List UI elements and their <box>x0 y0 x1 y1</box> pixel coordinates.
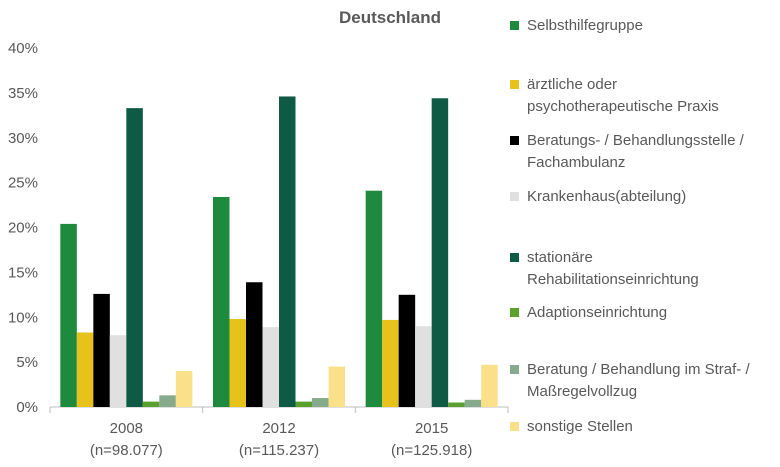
x-category-sublabel: (n=115.237) <box>239 442 319 459</box>
y-tick-label: 30% <box>8 130 38 147</box>
bar-8-2008 <box>175 371 193 407</box>
x-category-label: 2012 <box>262 420 295 437</box>
bar-4-2012 <box>262 327 279 407</box>
bar-5-2008 <box>126 108 143 407</box>
bar-1-2008 <box>60 223 77 407</box>
bar-8-2012 <box>328 366 345 407</box>
bar-4-2008 <box>109 335 127 407</box>
bar-5-2012 <box>279 96 296 407</box>
y-tick-label: 10% <box>8 309 38 326</box>
legend-swatch <box>510 192 519 201</box>
y-tick-label: 0% <box>16 399 38 416</box>
bar-7-2008 <box>159 395 176 407</box>
legend-item: Adaptionseinrichtung <box>510 302 780 324</box>
bar-3-2015 <box>398 294 416 407</box>
chart-title: Deutschland <box>338 8 442 27</box>
legend-label: Krankenhaus(abteilung) <box>527 188 687 205</box>
bar-4-2015 <box>415 326 432 407</box>
bar-1-2015 <box>365 190 383 407</box>
y-tick-label: 20% <box>8 220 38 237</box>
bar-6-2015 <box>448 402 465 407</box>
legend-swatch <box>510 80 519 89</box>
y-tick-label: 40% <box>8 40 38 57</box>
legend-item: ärztliche oder psychotherapeutische Prax… <box>510 74 780 118</box>
x-category-sublabel: (n=125.918) <box>391 442 472 459</box>
legend-label: Adaptionseinrichtung <box>527 304 668 321</box>
legend-label: stationäre Rehabilitationseinrichtung <box>527 249 699 288</box>
y-tick-label: 25% <box>8 175 38 192</box>
legend-label: Beratung / Behandlung im Straf- / Maßreg… <box>527 361 750 400</box>
bar-1-2012 <box>213 196 230 407</box>
bar-6-2012 <box>295 401 312 407</box>
bar-2-2012 <box>229 319 246 407</box>
legend-swatch <box>510 21 519 30</box>
legend-swatch <box>510 136 519 145</box>
y-tick-label: 15% <box>8 264 38 281</box>
legend-label: Selbsthilfegruppe <box>527 17 643 34</box>
bar-7-2015 <box>464 399 482 407</box>
legend-item: Beratungs- / Behandlungsstelle / Fachamb… <box>510 130 780 174</box>
legend-item: Beratung / Behandlung im Straf- / Maßreg… <box>510 359 780 403</box>
legend-label: ärztliche oder psychotherapeutische Prax… <box>527 76 719 115</box>
legend-item: sonstige Stellen <box>510 416 780 438</box>
x-category-label: 2008 <box>110 420 143 437</box>
legend-swatch <box>510 365 519 374</box>
bar-2-2015 <box>382 319 399 407</box>
bar-5-2015 <box>431 98 449 407</box>
y-tick-label: 5% <box>16 354 38 371</box>
legend-swatch <box>510 308 519 317</box>
bar-8-2015 <box>481 364 498 407</box>
legend-swatch <box>510 422 519 431</box>
bar-3-2008 <box>93 293 110 407</box>
legend-swatch <box>510 253 519 262</box>
y-tick-label: 35% <box>8 85 38 102</box>
legend: Selbsthilfegruppe ärztliche oder psychoth… <box>510 0 780 467</box>
x-category-sublabel: (n=98.077) <box>90 442 163 459</box>
bar-3-2012 <box>246 282 263 407</box>
legend-label: Beratungs- / Behandlungsstelle / Fachamb… <box>527 132 744 171</box>
bar-7-2012 <box>312 398 329 407</box>
legend-item: Krankenhaus(abteilung) <box>510 186 780 208</box>
legend-item: Selbsthilfegruppe <box>510 15 780 37</box>
legend-label: sonstige Stellen <box>527 418 633 435</box>
x-category-label: 2015 <box>415 420 448 437</box>
bar-2-2008 <box>76 332 94 407</box>
legend-item: stationäre Rehabilitationseinrichtung <box>510 247 780 291</box>
bar-6-2008 <box>142 401 160 407</box>
